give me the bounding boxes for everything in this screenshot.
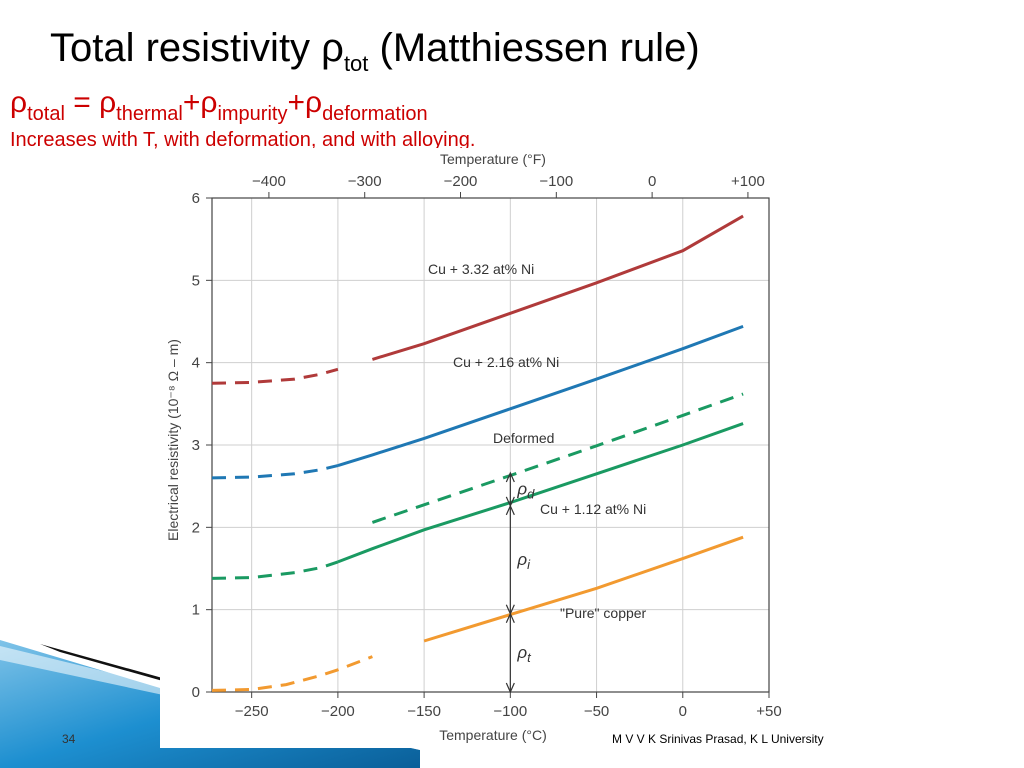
y-axis-label: Electrical resistivity (10⁻⁸ Ω – m) bbox=[165, 339, 181, 541]
eq-sub-impurity: impurity bbox=[217, 103, 288, 125]
y-tick-label: 6 bbox=[192, 190, 200, 207]
eq-equals-rho: = ρ bbox=[64, 86, 117, 119]
x2-tick-label: −100 bbox=[539, 173, 573, 190]
x2-tick-label: 0 bbox=[648, 173, 656, 190]
series-line-dashed bbox=[211, 367, 339, 385]
series-line bbox=[337, 324, 744, 468]
eq-sub-thermal: thermal bbox=[116, 103, 183, 125]
series-line-dashed bbox=[211, 464, 339, 480]
x-axis-label: Temperature (°C) bbox=[439, 727, 547, 743]
x-tick-label: −100 bbox=[493, 703, 527, 720]
eq-sub-total: total bbox=[27, 103, 65, 125]
x-tick-label: −250 bbox=[235, 703, 269, 720]
title-rho-symbol: ρ bbox=[321, 26, 344, 70]
legend-label-cu216: Cu + 2.16 at% Ni bbox=[453, 354, 559, 370]
y-tick-label: 3 bbox=[192, 437, 200, 454]
title-main-text: Total resistivity bbox=[50, 26, 322, 70]
footer-credit: M V V K Srinivas Prasad, K L University bbox=[612, 732, 824, 746]
x2-tick-label: −400 bbox=[252, 173, 286, 190]
x2-tick-label: −300 bbox=[348, 173, 382, 190]
resistivity-chart: −250 −200 −150 −100 −50 0 +50 0 1 2 3 4 5 6 −400 −300 −2… bbox=[160, 148, 796, 748]
title-subscript: tot bbox=[343, 51, 369, 76]
legend-label-cu112: Cu + 1.12 at% Ni bbox=[540, 501, 646, 517]
eq-plus-rho-2: +ρ bbox=[287, 86, 323, 119]
x-tick-label: −200 bbox=[321, 703, 355, 720]
matthiessen-equation: ρtotal = ρthermal+ρimpurity+ρdeformation bbox=[10, 86, 428, 125]
bracket-arrow-top bbox=[505, 471, 515, 483]
series-line bbox=[371, 214, 744, 361]
legend-label-deformed: Deformed bbox=[493, 430, 554, 446]
y-tick-label: 0 bbox=[192, 684, 200, 701]
series-line-dashed bbox=[371, 392, 744, 524]
y-tick-label: 4 bbox=[192, 355, 200, 372]
series-line bbox=[423, 535, 744, 643]
x2-tick-label: +100 bbox=[731, 173, 765, 190]
y-tick-label: 2 bbox=[192, 519, 200, 536]
legend-label-pure: "Pure" copper bbox=[560, 605, 647, 621]
ticks: −250 −200 −150 −100 −50 0 +50 0 1 2 3 4 5 6 −400 −300 −2… bbox=[192, 173, 782, 720]
eq-sub-deformation: deformation bbox=[322, 103, 428, 125]
x-tick-label: −150 bbox=[407, 703, 441, 720]
top-axis-label: Temperature (°F) bbox=[440, 151, 546, 167]
bracket-arrow-bottom bbox=[505, 682, 515, 694]
y-tick-label: 1 bbox=[192, 602, 200, 619]
x-tick-label: +50 bbox=[756, 703, 781, 720]
bracket-arrow-top bbox=[505, 612, 515, 624]
slide-title: Total resistivity ρtot (Matthiessen rule… bbox=[50, 26, 700, 76]
bracket-arrow-top bbox=[505, 504, 515, 516]
y-tick-label: 5 bbox=[192, 272, 200, 289]
series-line-dashed bbox=[211, 655, 373, 692]
x-tick-label: 0 bbox=[679, 703, 687, 720]
eq-plus-rho-1: +ρ bbox=[182, 86, 218, 119]
legend-label-cu332: Cu + 3.32 at% Ni bbox=[428, 261, 534, 277]
title-rest-text: (Matthiessen rule) bbox=[368, 26, 700, 70]
slide-number: 34 bbox=[62, 732, 76, 746]
x2-tick-label: −200 bbox=[444, 173, 478, 190]
x-tick-label: −50 bbox=[584, 703, 609, 720]
eq-rho: ρ bbox=[10, 86, 28, 119]
slide-note: Increases with T, with deformation, and … bbox=[10, 129, 476, 151]
series-line-dashed bbox=[211, 560, 339, 580]
